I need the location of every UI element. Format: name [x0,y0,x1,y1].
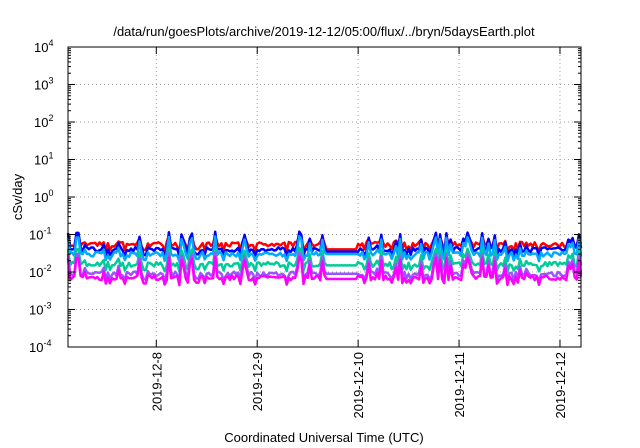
y-tick-label: 100 [34,188,53,205]
y-tick-label: 10-2 [29,263,51,280]
x-tick-label: 2019-12-10 [351,352,366,419]
y-tick-label: 10-4 [29,338,51,355]
x-tick-label: 2019-12-12 [553,352,568,419]
y-tick-label: 10-1 [29,226,51,243]
y-tick-label: 101 [34,151,53,168]
x-tick-label: 2019-12-9 [250,352,265,411]
series-line [66,235,583,263]
grid [68,47,581,347]
y-tick-label: 102 [34,113,53,130]
chart-title: /data/run/goesPlots/archive/2019-12-12/0… [113,24,535,39]
y-tick-label: 104 [34,38,53,55]
x-tick-label: 2019-12-11 [452,352,467,418]
y-tick-label: 103 [34,76,53,93]
ticks [68,46,581,348]
y-tick-labels: 10-4 10-3 10-2 10-1 100 101 102 103 104 [29,38,53,355]
x-tick-labels: 2019-12-8 2019-12-9 2019-12-10 2019-12-11 20… [149,352,568,419]
series-group [66,230,583,287]
y-tick-label: 10-3 [29,301,51,318]
x-tick-label: 2019-12-8 [149,352,164,411]
y-axis-label: cSv/day [10,173,25,220]
series-line [66,255,583,287]
x-axis-label: Coordinated Universal Time (UTC) [224,430,423,445]
